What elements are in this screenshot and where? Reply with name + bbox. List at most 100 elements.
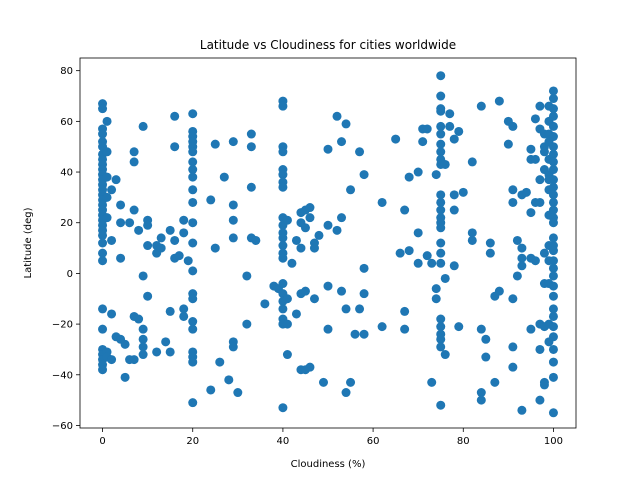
data-point (138, 121, 148, 131)
data-point (341, 119, 351, 129)
data-point (458, 187, 468, 197)
data-point (548, 291, 558, 301)
data-point (125, 218, 135, 228)
data-point (512, 235, 522, 245)
data-point (359, 263, 369, 273)
data-point (548, 256, 558, 266)
data-point (431, 294, 441, 304)
data-point (548, 132, 558, 142)
data-point (548, 233, 558, 243)
data-point (404, 246, 414, 256)
y-tick-label: −60 (52, 421, 73, 432)
data-point (206, 195, 216, 205)
x-tick-label: 100 (544, 436, 563, 447)
data-point (174, 251, 184, 261)
data-point (156, 243, 166, 253)
data-point (476, 324, 486, 334)
data-point (436, 147, 446, 157)
x-axis-ticks: 0 20 40 60 80 100 (99, 428, 563, 447)
data-point (413, 258, 423, 268)
data-point (548, 332, 558, 342)
data-point (548, 175, 558, 185)
data-point (548, 408, 558, 418)
data-point (120, 372, 130, 382)
data-point (436, 139, 446, 149)
data-point (431, 170, 441, 180)
data-point (102, 116, 112, 126)
data-point (278, 101, 288, 111)
data-point (341, 304, 351, 314)
data-point (188, 317, 198, 327)
data-point (508, 294, 518, 304)
data-point (422, 124, 432, 134)
data-point (188, 266, 198, 276)
data-point (282, 215, 292, 225)
data-point (179, 311, 189, 321)
data-point (323, 220, 333, 230)
data-point (530, 114, 540, 124)
data-point (512, 271, 522, 281)
data-point (129, 147, 139, 157)
data-point (278, 170, 288, 180)
data-point (436, 322, 446, 332)
data-point (377, 197, 387, 207)
x-tick-label: 40 (277, 436, 290, 447)
data-point (400, 306, 410, 316)
data-point (530, 154, 540, 164)
data-point (413, 228, 423, 238)
data-point (548, 197, 558, 207)
data-point (436, 190, 446, 200)
data-point (165, 225, 175, 235)
data-point (224, 375, 234, 385)
data-point (179, 228, 189, 238)
data-point (296, 243, 306, 253)
data-point (107, 309, 117, 319)
data-point (526, 208, 536, 218)
data-point (539, 147, 549, 157)
x-axis-label: Cloudiness (%) (291, 459, 366, 470)
data-point (246, 129, 256, 139)
data-point (138, 350, 148, 360)
data-point (539, 248, 549, 258)
data-point (548, 86, 558, 96)
data-point (188, 294, 198, 304)
data-point (314, 230, 324, 240)
data-point (278, 233, 288, 243)
data-point (436, 121, 446, 131)
data-point (503, 139, 513, 149)
data-point (517, 261, 527, 271)
data-point (494, 286, 504, 296)
data-point (143, 220, 153, 230)
data-point (134, 225, 144, 235)
data-point (476, 388, 486, 398)
data-point (300, 286, 310, 296)
y-axis-ticks: −60 −40 −20 0 20 40 60 80 (52, 66, 80, 432)
data-point (517, 405, 527, 415)
data-point (530, 256, 540, 266)
data-point (508, 121, 518, 131)
data-point (400, 205, 410, 215)
scatter-points (98, 71, 558, 418)
data-point (548, 263, 558, 273)
data-point (305, 213, 315, 223)
data-point (481, 334, 491, 344)
data-point (440, 273, 450, 283)
chart-title: Latitude vs Cloudiness for cities worldw… (200, 38, 456, 52)
data-point (539, 380, 549, 390)
data-point (188, 147, 198, 157)
data-point (210, 139, 220, 149)
data-point (359, 289, 369, 299)
data-point (436, 258, 446, 268)
y-tick-label: 80 (60, 66, 73, 77)
data-point (210, 243, 220, 253)
data-point (449, 134, 459, 144)
data-point (467, 235, 477, 245)
data-point (228, 233, 238, 243)
data-point (242, 271, 252, 281)
data-point (278, 147, 288, 157)
data-point (260, 299, 270, 309)
data-point (476, 101, 486, 111)
data-point (246, 182, 256, 192)
data-point (278, 403, 288, 413)
data-point (102, 213, 112, 223)
